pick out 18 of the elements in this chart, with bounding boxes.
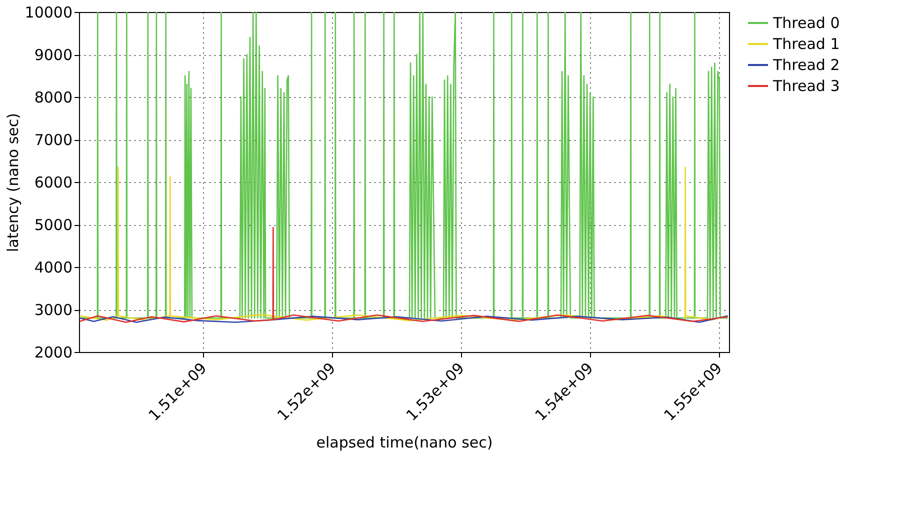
y-tick-label: 2000 <box>34 344 72 362</box>
legend-label: Thread 2 <box>772 56 840 74</box>
y-tick-label: 10000 <box>24 4 72 22</box>
y-tick-label: 5000 <box>34 216 72 234</box>
y-axis-title: latency (nano sec) <box>4 112 22 252</box>
line-series <box>79 315 728 323</box>
y-tick-label: 3000 <box>34 301 72 319</box>
y-tick-label: 7000 <box>34 131 72 149</box>
y-tick-label: 8000 <box>34 88 72 106</box>
x-axis-title: elapsed time(nano sec) <box>316 434 493 452</box>
legend-label: Thread 0 <box>772 14 840 32</box>
legend-label: Thread 3 <box>772 77 840 95</box>
y-tick-label: 9000 <box>34 46 72 64</box>
line-series <box>79 12 728 319</box>
y-tick-label: 6000 <box>34 174 72 192</box>
line-series <box>79 226 728 323</box>
y-tick-label: 4000 <box>34 258 72 276</box>
legend-label: Thread 1 <box>772 35 840 53</box>
